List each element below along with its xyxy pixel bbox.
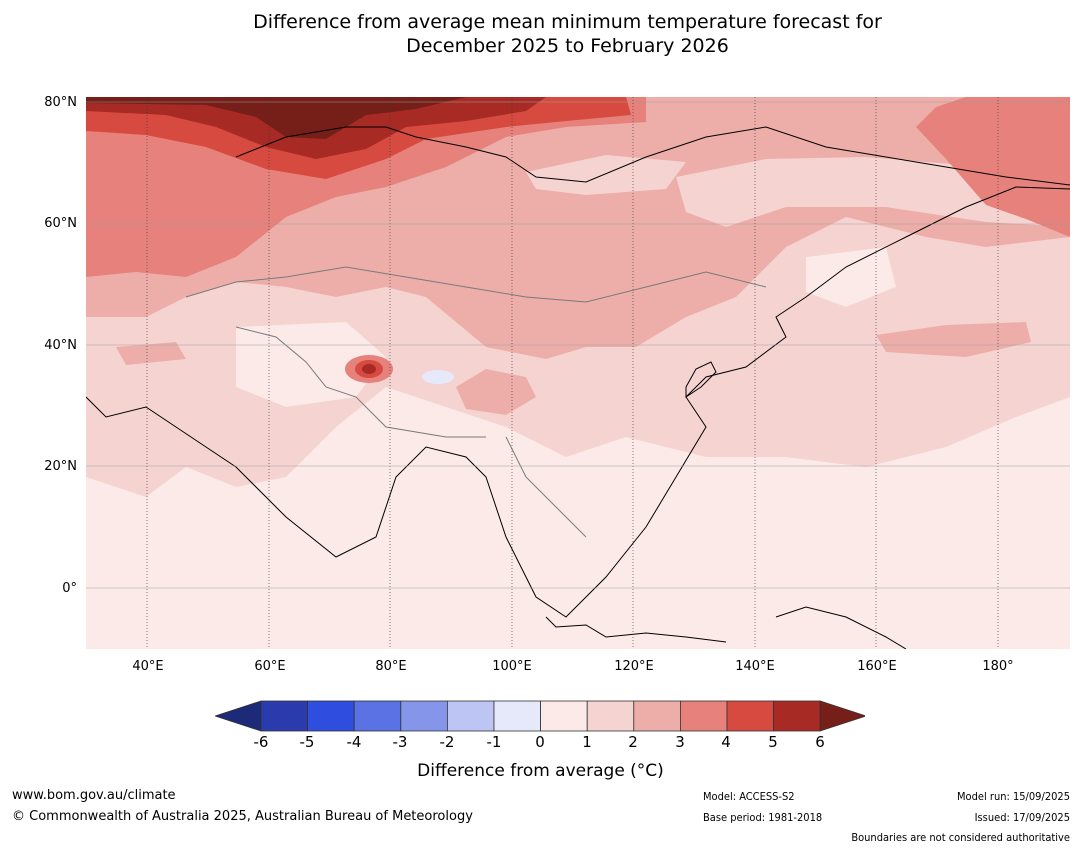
colorbar-tick: 3: [675, 733, 685, 751]
colorbar: [215, 700, 865, 732]
lon-label-80e: 80°E: [375, 659, 407, 674]
colorbar-tick: 5: [768, 733, 778, 751]
lat-label-0: 0°: [62, 581, 77, 596]
colorbar-tick: -1: [486, 733, 502, 751]
lon-label-100e: 100°E: [492, 659, 532, 674]
footer-model-run: Model run: 15/09/2025: [957, 790, 1070, 803]
colorbar-cell: [493, 700, 541, 732]
colorbar-cell: [400, 700, 448, 732]
colorbar-tick: -3: [392, 733, 408, 751]
colorbar-cell: [773, 700, 821, 732]
colorbar-cell: [586, 700, 635, 732]
graticule-meridians: [146, 97, 999, 649]
lat-label-20n: 20°N: [44, 459, 77, 474]
colorbar-tick: 6: [815, 733, 825, 751]
anomaly-patch-0to1-pacific: [806, 247, 896, 307]
coastlines: [86, 126, 1070, 649]
colorbar-cell: [540, 700, 588, 732]
cool-patch-tibet: [422, 370, 454, 384]
anomaly-patch-2to3-tibet: [456, 369, 536, 415]
colorbar-cell: [260, 700, 308, 732]
footer-url[interactable]: www.bom.gov.au/climate: [12, 788, 176, 803]
lon-label-40e: 40°E: [132, 659, 164, 674]
forecast-map: [86, 97, 1070, 649]
lat-label-40n: 40°N: [44, 338, 77, 353]
colorbar-tick: 4: [721, 733, 731, 751]
colorbar-tick: 2: [628, 733, 638, 751]
footer-disclaimer: Boundaries are not considered authoritat…: [851, 831, 1070, 844]
anomaly-patch-2to3-west: [116, 342, 186, 365]
colorbar-cell: [726, 700, 774, 732]
lon-label-140e: 140°E: [735, 659, 775, 674]
colorbar-cell: [307, 700, 355, 732]
map-title: Difference from average mean minimum tem…: [0, 10, 1081, 58]
colorbar-tick: -4: [346, 733, 362, 751]
footer-copyright: © Commonwealth of Australia 2025, Austra…: [12, 809, 473, 824]
colorbar-cell: [353, 700, 402, 732]
colorbar-extend-high: [819, 700, 865, 732]
colorbar-label: Difference from average (°C): [417, 761, 664, 781]
title-line-2: December 2025 to February 2026: [406, 35, 729, 57]
lon-label-120e: 120°E: [614, 659, 654, 674]
footer-issued: Issued: 17/09/2025: [974, 811, 1070, 824]
country-borders: [185, 266, 767, 538]
hotspot-core: [362, 364, 376, 374]
anomaly-band-3to4-east: [916, 97, 1070, 237]
lon-label-160e: 160°E: [857, 659, 897, 674]
colorbar-tick: 0: [535, 733, 545, 751]
colorbar-cell: [679, 700, 728, 732]
lat-label-80n: 80°N: [44, 95, 77, 110]
lon-label-60e: 60°E: [254, 659, 286, 674]
footer-model: Model: ACCESS-S2: [703, 790, 795, 803]
colorbar-extend-low: [215, 700, 262, 732]
colorbar-cell: [633, 700, 681, 732]
colorbar-tick: -2: [439, 733, 455, 751]
graticule-parallels: [86, 101, 1070, 589]
colorbar-cells: [215, 700, 865, 732]
title-line-1: Difference from average mean minimum tem…: [253, 11, 882, 33]
anomaly-patch-0to1-central-asia: [236, 322, 386, 407]
map-svg: [86, 97, 1070, 649]
anomaly-band-gt6: [86, 97, 466, 139]
lon-label-180: 180°: [982, 659, 1014, 674]
anomaly-patch-2to3-sea: [876, 322, 1031, 357]
footer-base-period: Base period: 1981-2018: [703, 811, 823, 824]
colorbar-tick: -5: [299, 733, 315, 751]
colorbar-cell: [446, 700, 495, 732]
anomaly-patch-1to2-siberia: [526, 155, 686, 195]
colorbar-tick: 1: [582, 733, 592, 751]
lat-label-60n: 60°N: [44, 216, 77, 231]
colorbar-tick: -6: [253, 733, 269, 751]
